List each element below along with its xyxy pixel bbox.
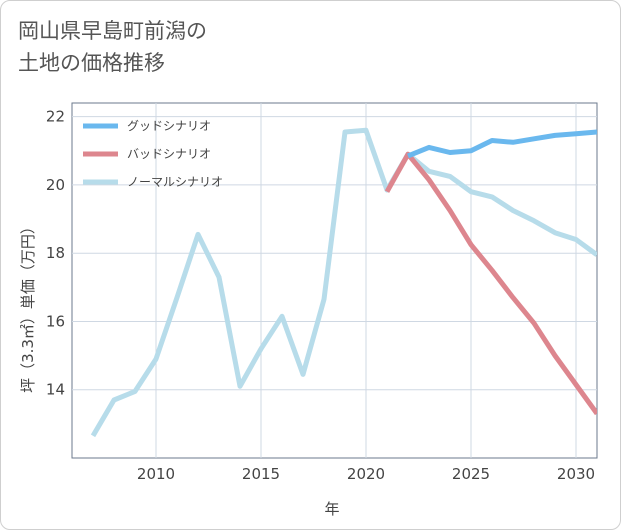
series-line-2	[384, 151, 597, 416]
series-line-3	[90, 127, 597, 438]
x-tick-label-2020: 2020	[347, 465, 385, 483]
y-tick-label-20: 20	[46, 176, 65, 194]
y-tick-label-18: 18	[46, 244, 65, 262]
legend-label-3: ノーマルシナリオ	[127, 175, 223, 189]
legend-label-2: バッドシナリオ	[127, 147, 211, 161]
y-tick-label-22: 22	[46, 108, 65, 126]
chart-title-line-1: 岡山県早島町前潟の	[18, 19, 207, 43]
x-tick-label-2010: 2010	[137, 465, 175, 483]
x-tick-label-2030: 2030	[557, 465, 595, 483]
x-tick-label-2015: 2015	[242, 465, 280, 483]
legend-label-1: グッドシナリオ	[127, 119, 211, 133]
data-series	[90, 127, 597, 438]
y-axis-label: 坪（3.3㎡）単価（万円）	[19, 219, 37, 393]
y-tick-label-16: 16	[46, 312, 65, 330]
plot-area	[71, 102, 598, 459]
axis-ticks: 2010 2015 2020 2025 2030 14 16 18 20 22	[46, 108, 595, 483]
y-tick-label-14: 14	[46, 381, 65, 399]
grid-lines	[72, 103, 597, 458]
chart-title: 岡山県早島町前潟の 土地の価格推移	[18, 15, 207, 79]
x-axis-label: 年	[324, 500, 339, 518]
series-line-1	[407, 129, 597, 159]
chart-title-line-2: 土地の価格推移	[18, 51, 165, 75]
x-tick-label-2025: 2025	[452, 465, 490, 483]
